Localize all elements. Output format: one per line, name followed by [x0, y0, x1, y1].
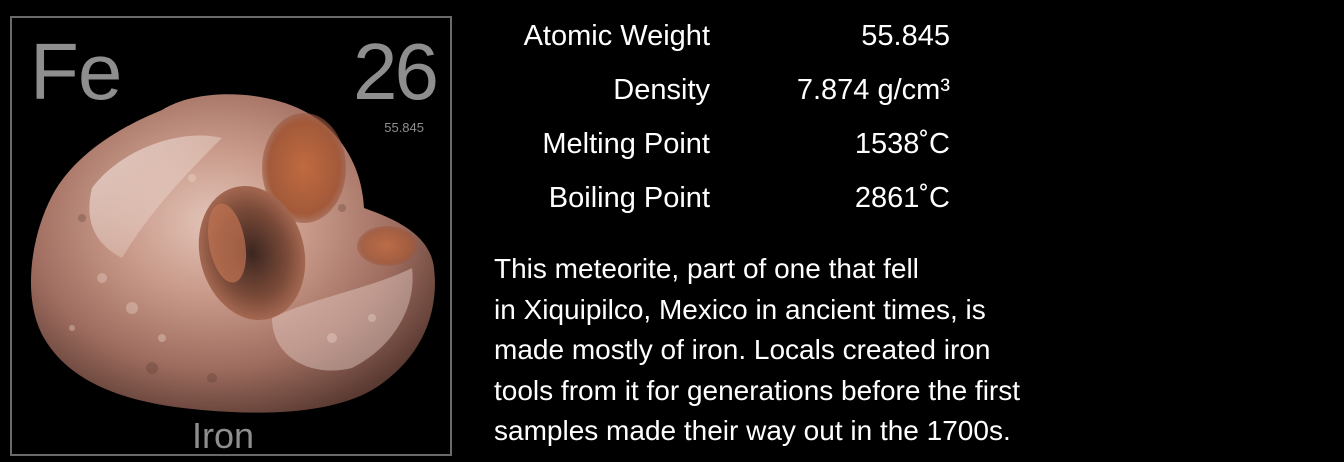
property-label: Density — [613, 74, 710, 106]
property-value: 55.845 — [861, 20, 950, 52]
element-name: Iron — [191, 415, 255, 456]
element-tile: Fe 26 55.845 Iron — [10, 16, 452, 456]
property-row-melting-point: Melting Point 1538˚C — [480, 122, 960, 176]
description-line: in Xiquipilco, Mexico in ancient times, … — [494, 293, 986, 325]
property-label: Melting Point — [542, 128, 710, 160]
property-value: 1538˚C — [854, 128, 950, 160]
property-row-density: Density 7.874 g/cm³ — [480, 68, 960, 122]
description-line: This meteorite, part of one that fell — [494, 253, 919, 284]
description-line: made mostly of iron. Locals created iron — [494, 334, 991, 365]
property-row-boiling-point: Boiling Point 2861˚C — [480, 176, 960, 230]
property-value: 7.874 g/cm³ — [796, 74, 950, 106]
atomic-number: 26 — [353, 27, 439, 116]
property-label: Atomic Weight — [523, 20, 710, 52]
tile-atomic-weight: 55.845 — [384, 120, 424, 135]
property-row-atomic-weight: Atomic Weight 55.845 — [480, 14, 960, 68]
property-label: Boiling Point — [548, 182, 710, 214]
description-line: samples made their way out in the 1700s. — [494, 415, 1011, 446]
description-line: tools from it for generations before the… — [494, 374, 1021, 406]
meteorite-image — [30, 94, 435, 413]
properties-list: Atomic Weight 55.845 Density 7.874 g/cm³… — [480, 14, 960, 230]
description-text: This meteorite, part of one that fell in… — [494, 249, 1144, 452]
element-symbol: Fe — [30, 27, 122, 116]
property-value: 2861˚C — [854, 182, 950, 214]
